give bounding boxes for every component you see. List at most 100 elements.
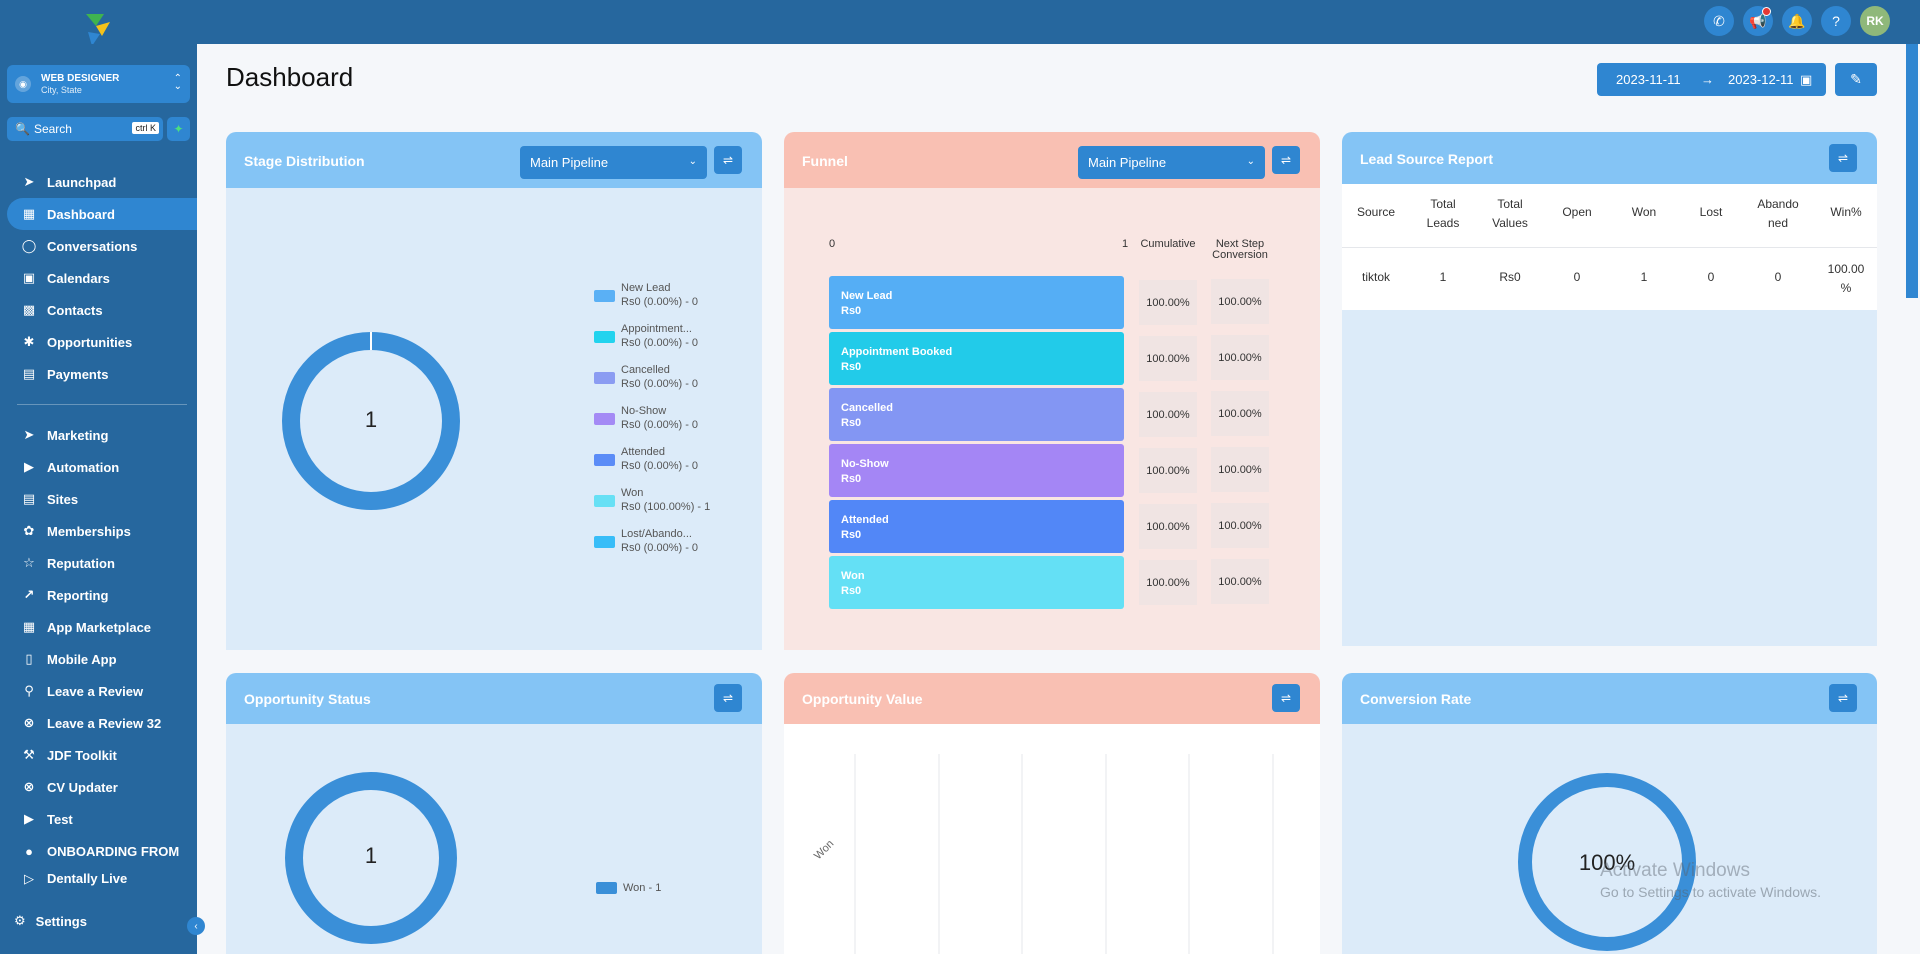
table-header[interactable]: Open: [1547, 203, 1607, 222]
rocket-icon: ➤: [23, 174, 35, 189]
sidebar-item-leave-a-review-32[interactable]: ⊗ Leave a Review 32: [7, 707, 197, 739]
circle-icon: ●: [25, 843, 33, 859]
funnel-bar[interactable]: Won Rs0: [829, 556, 1124, 609]
help-icon[interactable]: ?: [1821, 6, 1851, 36]
table-header[interactable]: Won: [1614, 203, 1674, 222]
header-text: Source: [1356, 205, 1396, 219]
table-cell: 1: [1640, 270, 1648, 284]
table-header[interactable]: Source: [1346, 203, 1406, 222]
legend-swatch: [594, 331, 615, 343]
filter-button[interactable]: ⇌: [714, 146, 742, 174]
pipeline-select-value: Main Pipeline: [530, 155, 609, 170]
sidebar-item-label: Mobile App: [47, 651, 117, 667]
sidebar-item-reputation[interactable]: ☆ Reputation: [7, 547, 197, 579]
windows-watermark-text: Go to Settings to activate Windows.: [1600, 884, 1821, 900]
sidebar-item-label: Launchpad: [47, 174, 117, 190]
hammer-icon: ⚒: [23, 747, 35, 762]
funnel-bar[interactable]: Appointment Booked Rs0: [829, 332, 1124, 385]
page-title: Dashboard: [226, 62, 354, 92]
stage-donut-chart: [282, 332, 460, 510]
pipeline-select[interactable]: Main Pipeline ⌄: [1078, 146, 1265, 179]
sidebar-item-dentally-live[interactable]: ▷ Dentally Live: [7, 867, 197, 889]
date-range-picker[interactable]: 2023-11-11 → 2023-12-11 ▣: [1597, 63, 1826, 96]
funnel-cumulative: 100.00%: [1139, 504, 1197, 549]
funnel-bar[interactable]: New Lead Rs0: [829, 276, 1124, 329]
avatar[interactable]: RK: [1860, 6, 1890, 36]
sidebar-item-dashboard[interactable]: ▦ Dashboard: [7, 198, 197, 230]
sidebar-item-contacts[interactable]: ▩ Contacts: [7, 294, 197, 326]
sidebar-item-label: CV Updater: [47, 779, 118, 795]
table-header[interactable]: Abando ned: [1748, 195, 1808, 233]
gauge-ring: [1518, 773, 1696, 951]
sidebar-item-automation[interactable]: ▶ Automation: [7, 451, 197, 483]
table-header[interactable]: Win%: [1816, 203, 1876, 222]
table-header[interactable]: Total Leads: [1413, 195, 1473, 233]
sidebar-item-reporting[interactable]: ↗ Reporting: [7, 579, 197, 611]
sidebar-item-label: Marketing: [47, 427, 109, 443]
funnel-next-conversion: 100.00%: [1211, 447, 1269, 492]
sidebar-item-label: Memberships: [47, 523, 131, 539]
search-button[interactable]: 🔍 Search ctrl K: [7, 117, 163, 141]
sidebar-item-sites[interactable]: ▤ Sites: [7, 483, 197, 515]
legend-name: New Lead: [621, 282, 671, 294]
tooth-icon: ▷: [24, 871, 34, 886]
scrollbar[interactable]: [1906, 44, 1918, 298]
sidebar-item-conversations[interactable]: ◯ Conversations: [7, 230, 197, 262]
sidebar-item-settings[interactable]: ⚙ Settings: [14, 913, 87, 929]
table-header[interactable]: Lost: [1681, 203, 1741, 222]
sidebar-item-opportunities[interactable]: ✱ Opportunities: [7, 326, 197, 358]
legend-item[interactable]: New Lead Rs0 (0.00%) - 0: [594, 281, 710, 322]
filter-button[interactable]: ⇌: [1829, 684, 1857, 712]
quick-add-button[interactable]: ✦: [167, 117, 190, 141]
legend-item[interactable]: Appointment... Rs0 (0.00%) - 0: [594, 322, 710, 363]
filter-button[interactable]: ⇌: [1829, 144, 1857, 172]
collapse-sidebar-button[interactable]: ‹: [187, 917, 205, 935]
legend-item[interactable]: Lost/Abando... Rs0 (0.00%) - 0: [594, 527, 710, 568]
sidebar-item-label: Leave a Review 32: [47, 715, 162, 731]
filter-button[interactable]: ⇌: [1272, 684, 1300, 712]
funnel-next-conversion: 100.00%: [1211, 391, 1269, 436]
sidebar-item-cv-updater[interactable]: ⊗ CV Updater: [7, 771, 197, 803]
lead-source-card: Lead Source Report ⇌ Source Total Leads Tot…: [1342, 132, 1877, 650]
funnel-bar[interactable]: Attended Rs0: [829, 500, 1124, 553]
legend-item[interactable]: Cancelled Rs0 (0.00%) - 0: [594, 363, 710, 404]
edit-dashboard-button[interactable]: ✎: [1835, 63, 1877, 96]
sidebar-item-app-marketplace[interactable]: ▦ App Marketplace: [7, 611, 197, 643]
sidebar-item-label: Calendars: [47, 270, 110, 286]
funnel-bar[interactable]: Cancelled Rs0: [829, 388, 1124, 441]
pipeline-select[interactable]: Main Pipeline ⌄: [520, 146, 707, 179]
account-switcher[interactable]: ◉ WEB DESIGNER City, State ⌃ ⌄: [7, 65, 190, 103]
bell-icon[interactable]: 🔔: [1782, 6, 1812, 36]
sidebar-item-label: Reputation: [47, 555, 115, 571]
legend-item[interactable]: Won - 1: [596, 882, 661, 894]
sidebar-item-memberships[interactable]: ✿ Memberships: [7, 515, 197, 547]
funnel-cumulative: 100.00%: [1139, 280, 1197, 325]
legend-item[interactable]: No-Show Rs0 (0.00%) - 0: [594, 404, 710, 445]
sidebar-item-test[interactable]: ▶ Test: [7, 803, 197, 835]
sliders-icon: ⇌: [722, 153, 734, 167]
legend-item[interactable]: Won Rs0 (100.00%) - 1: [594, 486, 710, 527]
grid-icon: ▦: [22, 206, 36, 221]
sidebar-item-onboarding-from[interactable]: ● ONBOARDING FROM: [7, 835, 197, 867]
card-title: Conversion Rate: [1360, 691, 1472, 707]
col-next-line1: Next Step: [1215, 238, 1265, 250]
phone-icon[interactable]: ✆: [1704, 6, 1734, 36]
sidebar-item-calendars[interactable]: ▣ Calendars: [7, 262, 197, 294]
legend-value: Rs0 (0.00%) - 0: [621, 460, 699, 472]
filter-button[interactable]: ⇌: [714, 684, 742, 712]
receipt-icon: ▤: [22, 366, 36, 381]
sidebar-item-leave-a-review[interactable]: ⚲ Leave a Review: [7, 675, 197, 707]
funnel-axis-max: 1: [1122, 238, 1129, 250]
sidebar-item-mobile-app[interactable]: ▯ Mobile App: [7, 643, 197, 675]
sidebar-item-jdf-toolkit[interactable]: ⚒ JDF Toolkit: [7, 739, 197, 771]
megaphone-icon[interactable]: 📢: [1743, 6, 1773, 36]
sidebar-item-marketing[interactable]: ➤ Marketing: [7, 419, 197, 451]
sidebar-item-payments[interactable]: ▤ Payments: [7, 358, 197, 390]
sidebar-item-launchpad[interactable]: ➤ Launchpad: [7, 166, 197, 198]
table-header[interactable]: Total Values: [1480, 195, 1540, 233]
filter-button[interactable]: ⇌: [1272, 146, 1300, 174]
funnel-bar[interactable]: No-Show Rs0: [829, 444, 1124, 497]
legend-name: Won: [621, 487, 644, 499]
funnel-value: Rs0: [841, 361, 862, 373]
legend-item[interactable]: Attended Rs0 (0.00%) - 0: [594, 445, 710, 486]
